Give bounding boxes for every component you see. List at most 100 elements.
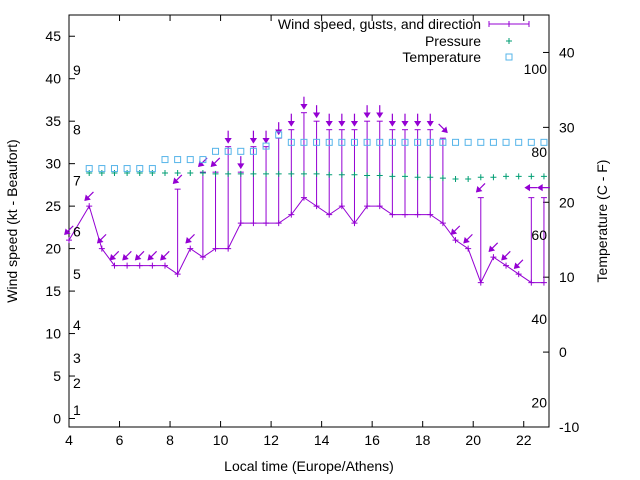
beaufort-label: 1 [73, 402, 81, 418]
wind-speed-point [263, 220, 270, 227]
x-tick-label: 4 [65, 432, 73, 448]
y-tick-label: 30 [45, 156, 61, 172]
wind-speed-point [111, 262, 118, 269]
wind-speed-point [149, 262, 156, 269]
pressure-point [313, 170, 320, 177]
wind-speed-point [187, 245, 194, 252]
temperature-point [313, 138, 321, 146]
beaufort-label: 7 [73, 173, 81, 189]
axes-layer [68, 14, 550, 428]
wind-direction-arrowhead [441, 126, 448, 134]
y2-tick-label: 20 [559, 194, 575, 210]
pressure-point [98, 170, 105, 177]
temperature-point [502, 138, 510, 146]
x-axis-title: Local time (Europe/Athens) [224, 458, 394, 474]
y-tick-label: 35 [45, 113, 61, 129]
wind-direction-arrowhead [376, 112, 384, 119]
labels-layer: Local time (Europe/Athens) Wind speed (k… [4, 28, 610, 474]
pressure-point [86, 170, 93, 177]
wind-speed-point [490, 254, 497, 261]
beaufort-label: 2 [73, 375, 81, 391]
temperature-point [376, 138, 384, 146]
wind-speed-point [364, 203, 371, 210]
pressure-point [503, 173, 510, 180]
temperature-point [338, 138, 346, 146]
temperature-point [249, 147, 257, 155]
pressure-point [364, 172, 371, 179]
wind-speed-point [326, 211, 333, 218]
y-tick-label: 40 [45, 71, 61, 87]
temperature-point [489, 138, 497, 146]
x-tick-label: 6 [116, 432, 124, 448]
legend-label-pressure: Pressure [425, 33, 481, 49]
temperature-point [452, 138, 460, 146]
pressure-point [237, 170, 244, 177]
wind-direction-arrowhead [237, 163, 245, 170]
wind-speed-point [389, 211, 396, 218]
beaufort-label: 5 [73, 266, 81, 282]
wind-direction-arrowhead [134, 253, 142, 261]
pressure-point [124, 170, 131, 177]
wind-speed-point [250, 220, 257, 227]
pressure-point [275, 170, 282, 177]
temperature-point [388, 138, 396, 146]
pressure-point [540, 173, 547, 180]
pressure-point [300, 170, 307, 177]
temperature-point [161, 156, 169, 164]
data-layer [64, 96, 550, 286]
pressure-point [465, 175, 472, 182]
pressure-point [490, 174, 497, 181]
wind-direction-arrowhead [450, 228, 458, 236]
wind-direction-arrowhead [363, 112, 371, 119]
pressure-point [427, 174, 434, 181]
y-tick-label: 15 [45, 283, 61, 299]
pressure-point [162, 170, 168, 177]
x-tick-label: 14 [314, 432, 330, 448]
wind-direction-arrowhead [84, 194, 91, 202]
legend-label-temperature: Temperature [402, 49, 481, 65]
wind-direction-arrowhead [160, 253, 167, 261]
wind-speed-point [212, 245, 219, 252]
wind-direction-arrowhead [172, 177, 180, 185]
temperature-point [148, 165, 156, 173]
wind-speed-point [528, 279, 535, 286]
pressure-point [288, 170, 295, 177]
pressure-point [136, 170, 143, 177]
x-tick-label: 8 [166, 432, 174, 448]
temperature-point [540, 138, 548, 146]
temperature-point [401, 138, 409, 146]
beaufort-label: 9 [73, 62, 81, 78]
pressure-point [452, 175, 459, 182]
y2-tick-label: 10 [559, 269, 575, 285]
wind-direction-arrowhead [109, 253, 117, 261]
temperature-point [136, 165, 144, 173]
pressure-point [174, 170, 181, 177]
pressure-point [149, 170, 156, 177]
x-tick-label: 20 [465, 432, 481, 448]
pressure-point [515, 173, 522, 180]
temperature-point [110, 165, 118, 173]
temperature-point [325, 138, 333, 146]
temperature-point [350, 138, 358, 146]
pressure-point [225, 170, 232, 177]
pressure-point [250, 170, 257, 177]
wind-speed-point [452, 237, 459, 244]
y2-tick-label: -10 [559, 419, 579, 435]
wind-direction-arrowhead [426, 120, 434, 127]
x-tick-label: 16 [364, 432, 380, 448]
fahrenheit-label: 20 [531, 394, 547, 410]
temperature-point [426, 138, 434, 146]
y-tick-label: 20 [45, 241, 61, 257]
wind-speed-point [275, 220, 282, 227]
wind-speed-point [136, 262, 143, 269]
wind-speed-point [402, 211, 408, 218]
wind-speed-point [540, 279, 547, 286]
wind-direction-arrowhead [287, 120, 295, 127]
temperature-point [300, 138, 308, 146]
temperature-point [212, 147, 220, 155]
y2-tick-label: 0 [559, 344, 567, 360]
wind-direction-arrowhead [501, 253, 508, 261]
wind-direction-arrowhead [300, 103, 308, 110]
wind-direction-arrowhead [325, 120, 333, 127]
